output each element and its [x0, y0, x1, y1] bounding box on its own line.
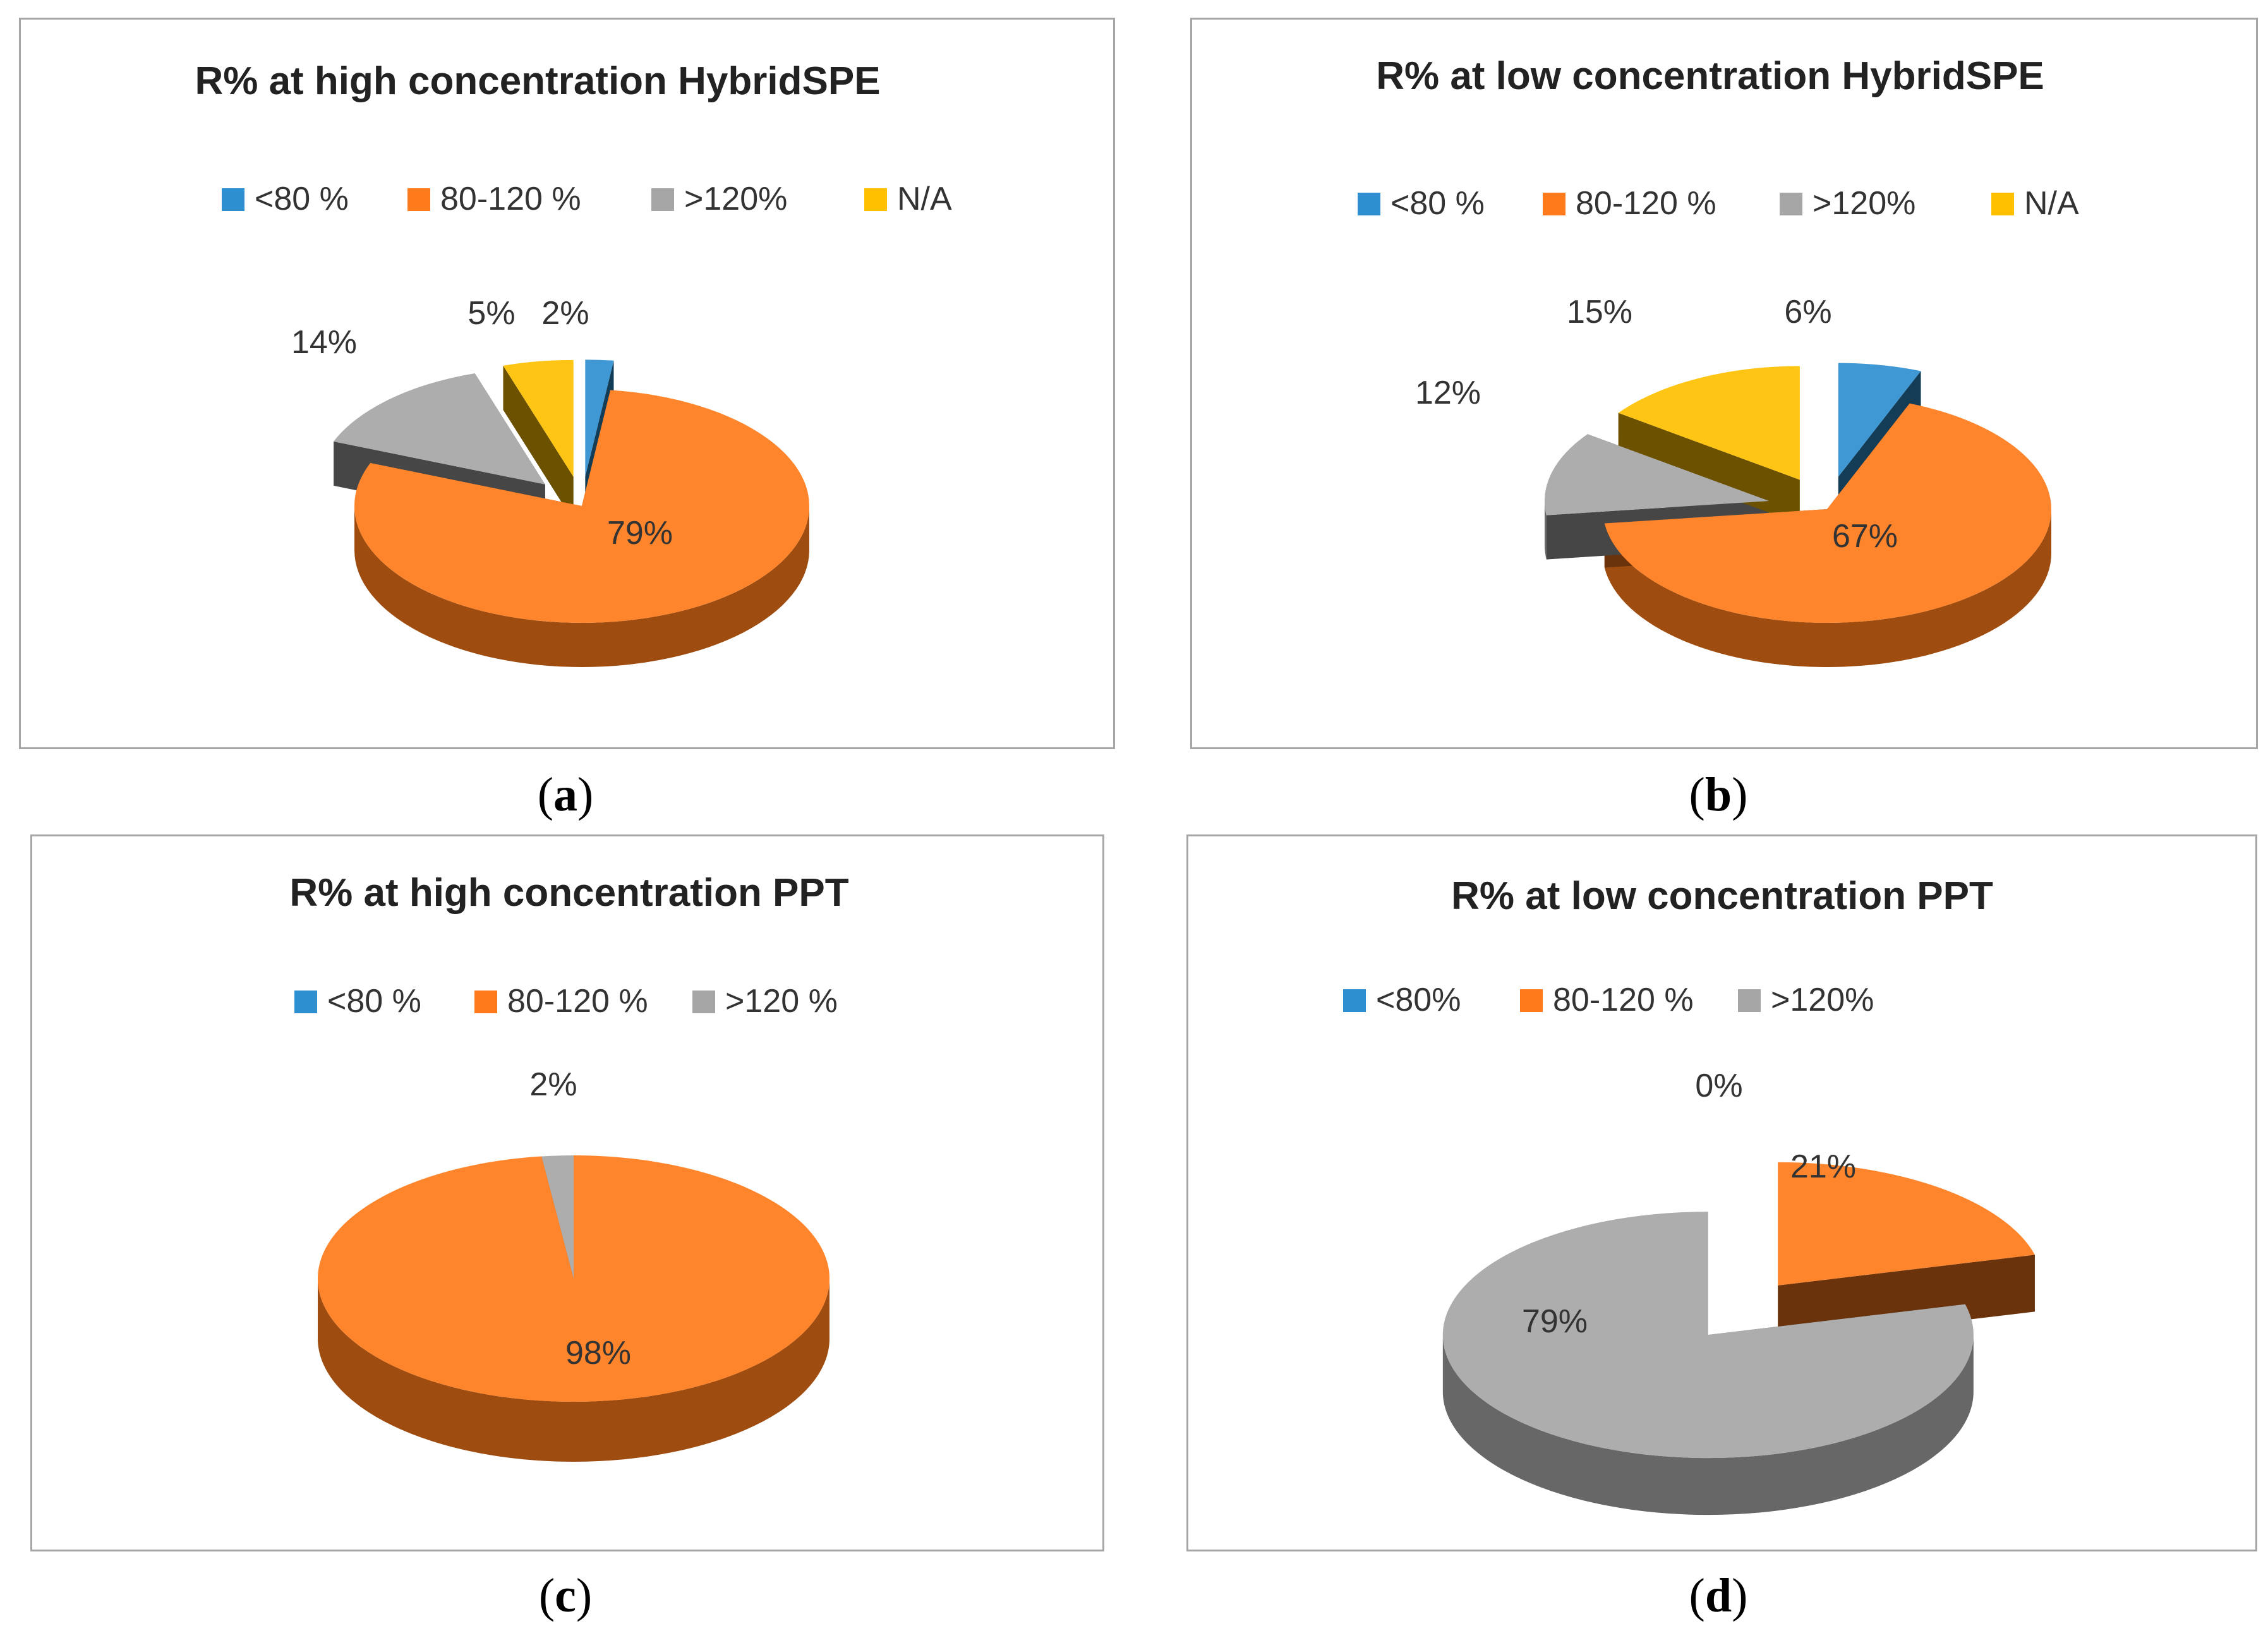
- legend-label-120: >120%: [1771, 982, 1874, 1018]
- legend-swatch-120: [1780, 193, 1802, 215]
- legend-label-120: >120%: [684, 181, 787, 217]
- data-label-80-120: 79%: [607, 515, 673, 551]
- legend-swatch-80-120: [1543, 193, 1565, 215]
- chart-title: R% at high concentration PPT: [289, 871, 848, 915]
- data-label-80: 0%: [1695, 1068, 1742, 1104]
- chart-title: R% at high concentration HybridSPE: [195, 59, 880, 103]
- data-label-120: 79%: [1522, 1303, 1588, 1340]
- legend-swatch-120: [692, 991, 715, 1013]
- slice-80: [1838, 363, 1921, 477]
- slice-80-120: [354, 390, 809, 623]
- chart-panel-a: R% at high concentration HybridSPE <80 % 8…: [19, 18, 1115, 749]
- legend-label-n-a: N/A: [2024, 185, 2079, 222]
- legend-swatch-120: [651, 188, 674, 211]
- caption-c: (c): [538, 1569, 593, 1622]
- caption-b: (b): [1689, 768, 1748, 821]
- caption-a: (a): [537, 768, 594, 821]
- data-label-80: 2%: [541, 295, 589, 332]
- data-label-120: 14%: [291, 324, 357, 361]
- legend-swatch-80: [294, 991, 317, 1013]
- legend-swatch-n-a: [864, 188, 887, 211]
- legend-swatch-80: [1343, 989, 1366, 1012]
- legend-label-120: >120 %: [725, 983, 838, 1020]
- legend-swatch-80-120: [474, 991, 497, 1013]
- data-label-80-120: 67%: [1832, 518, 1898, 555]
- chart-svg-a: R% at high concentration HybridSPE <80 % 8…: [195, 59, 952, 667]
- slice-80-120: [1778, 1162, 2035, 1286]
- legend-label-80-120: 80-120 %: [507, 983, 648, 1020]
- legend-label-80-120: 80-120 %: [1576, 185, 1716, 222]
- legend-label-80-120: 80-120 %: [1553, 982, 1694, 1018]
- data-label-120: 12%: [1415, 375, 1481, 411]
- legend-swatch-n-a: [1991, 193, 2014, 215]
- legend-label-80: <80%: [1376, 982, 1461, 1018]
- slice-80-120: [1604, 403, 2051, 623]
- legend-label-80: <80 %: [1390, 185, 1485, 222]
- slice-n-a: [503, 359, 574, 477]
- chart-title: R% at low concentration PPT: [1451, 874, 1993, 918]
- data-label-80: 6%: [1784, 294, 1831, 330]
- slice-120: [334, 373, 545, 485]
- slice-120: [541, 1155, 574, 1279]
- caption-d: (d): [1689, 1569, 1748, 1622]
- slice-120: [1544, 434, 1769, 515]
- legend-swatch-120: [1738, 989, 1761, 1012]
- slice-80: [585, 359, 614, 477]
- chart-svg-c: R% at high concentration PPT <80 % 80-120 …: [289, 871, 849, 1462]
- slice-120: [1442, 1212, 1974, 1459]
- legend-swatch-80-120: [1520, 989, 1543, 1012]
- data-label-80-120: 98%: [565, 1335, 631, 1371]
- slice-n-a: [1618, 366, 1800, 480]
- chart-panel-b: R% at low concentration HybridSPE <80 % 80…: [1190, 18, 2258, 749]
- data-label-120: 2%: [529, 1066, 577, 1103]
- chart-svg-d: R% at low concentration PPT <80% 80-120 % >…: [1343, 874, 2035, 1515]
- legend-label-80: <80 %: [255, 181, 349, 217]
- legend-swatch-80: [1358, 193, 1380, 215]
- slice-80-120: [317, 1155, 829, 1402]
- legend-swatch-80-120: [407, 188, 430, 211]
- chart-panel-c: R% at high concentration PPT <80 % 80-120 …: [30, 834, 1104, 1551]
- chart-title: R% at low concentration HybridSPE: [1376, 54, 2044, 98]
- legend-label-80: <80 %: [327, 983, 421, 1020]
- data-label-n-a: 15%: [1567, 294, 1632, 330]
- chart-panel-d: R% at low concentration PPT <80% 80-120 % >…: [1186, 834, 2257, 1551]
- legend-label-120: >120%: [1813, 185, 1915, 222]
- legend-label-80-120: 80-120 %: [440, 181, 581, 217]
- chart-svg-b: R% at low concentration HybridSPE <80 % 80…: [1358, 54, 2079, 668]
- legend-swatch-80: [222, 188, 244, 211]
- slice-side-n-a: [503, 365, 574, 521]
- data-label-80-120: 21%: [1790, 1148, 1856, 1185]
- legend-label-n-a: N/A: [897, 181, 952, 217]
- data-label-n-a: 5%: [467, 295, 515, 332]
